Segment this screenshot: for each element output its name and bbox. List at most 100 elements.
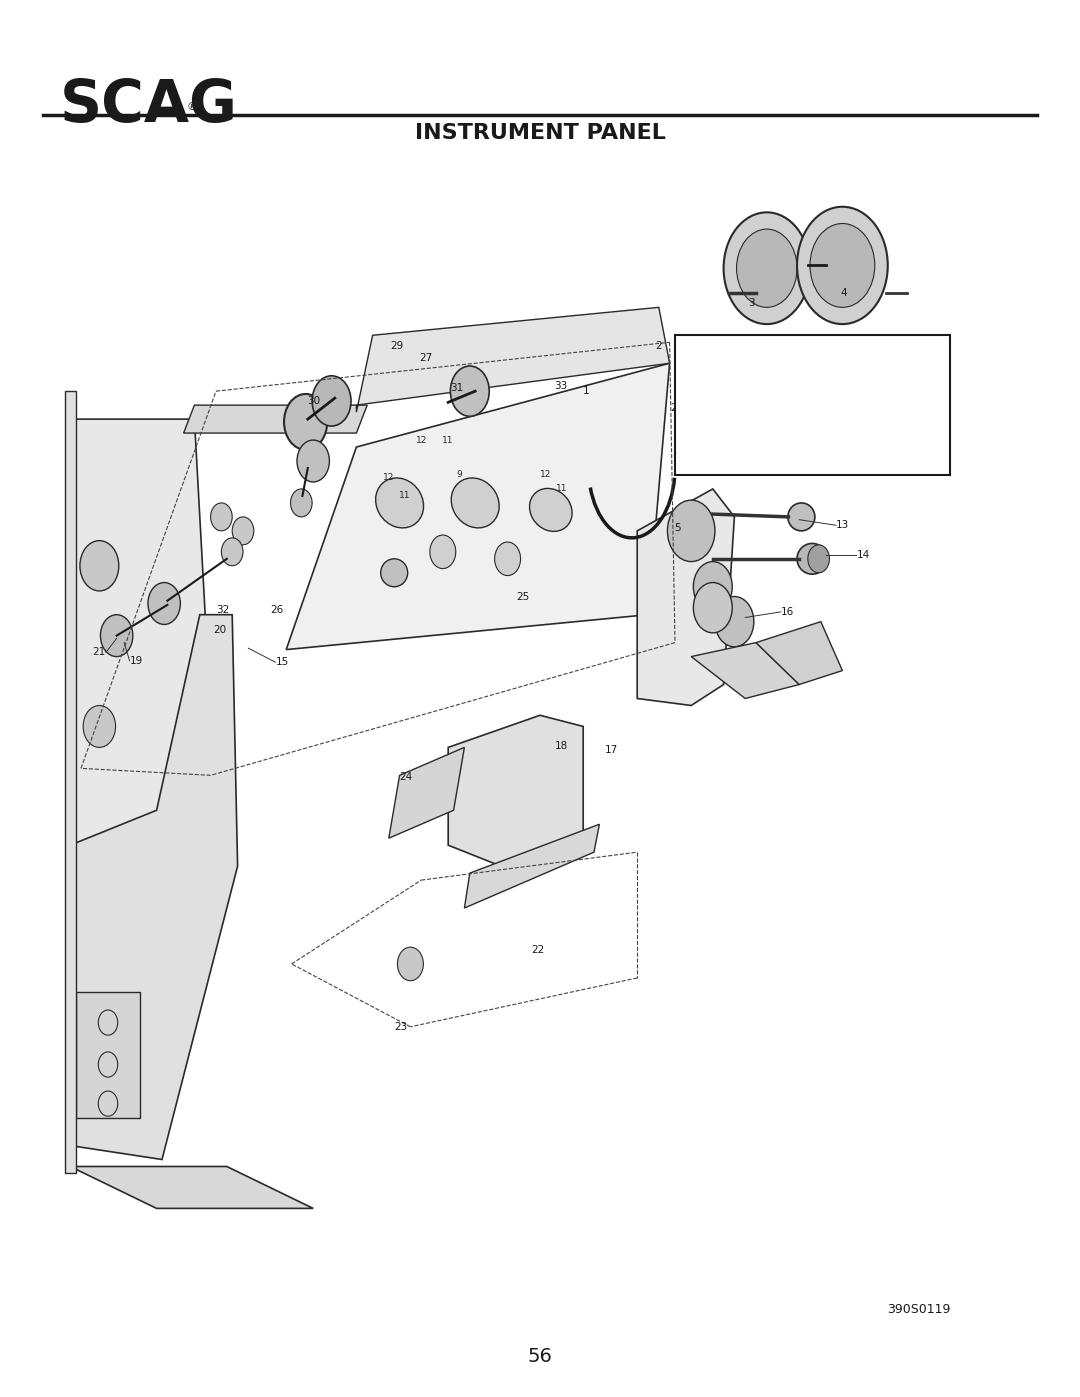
Circle shape xyxy=(737,229,797,307)
Circle shape xyxy=(810,224,875,307)
Text: 6: 6 xyxy=(775,372,782,383)
Text: 12: 12 xyxy=(416,436,427,444)
Text: ®: ® xyxy=(187,102,198,112)
Text: 33: 33 xyxy=(554,380,567,391)
Text: 3: 3 xyxy=(748,298,755,309)
Text: 18: 18 xyxy=(555,740,568,752)
Polygon shape xyxy=(756,622,842,685)
Text: 5: 5 xyxy=(674,522,680,534)
Circle shape xyxy=(291,489,312,517)
Polygon shape xyxy=(356,307,670,412)
Text: 4: 4 xyxy=(840,288,847,299)
Text: 15: 15 xyxy=(275,657,288,668)
Text: 390S0119: 390S0119 xyxy=(887,1303,950,1316)
Text: 12: 12 xyxy=(383,474,394,482)
Text: 17: 17 xyxy=(605,745,618,756)
Text: 31: 31 xyxy=(450,383,463,394)
Polygon shape xyxy=(691,643,799,698)
Text: 8: 8 xyxy=(891,369,897,380)
Text: 1: 1 xyxy=(583,386,590,397)
Text: 14: 14 xyxy=(856,549,869,560)
Text: 16: 16 xyxy=(781,606,794,617)
Circle shape xyxy=(284,394,327,450)
Polygon shape xyxy=(729,349,788,405)
Circle shape xyxy=(211,503,232,531)
Text: 12: 12 xyxy=(684,439,697,450)
Polygon shape xyxy=(70,615,238,1160)
Polygon shape xyxy=(713,398,767,426)
Text: 11: 11 xyxy=(443,436,454,444)
Polygon shape xyxy=(70,1166,313,1208)
Text: 27: 27 xyxy=(419,352,432,363)
Polygon shape xyxy=(448,715,583,873)
Circle shape xyxy=(297,440,329,482)
Polygon shape xyxy=(464,824,599,908)
Polygon shape xyxy=(389,747,464,838)
Polygon shape xyxy=(637,489,734,705)
Circle shape xyxy=(430,535,456,569)
Circle shape xyxy=(312,376,351,426)
Polygon shape xyxy=(70,419,211,866)
Ellipse shape xyxy=(529,489,572,531)
Text: 56: 56 xyxy=(527,1347,553,1366)
Text: 30: 30 xyxy=(308,395,321,407)
Circle shape xyxy=(715,597,754,647)
Text: 9: 9 xyxy=(456,471,462,479)
Circle shape xyxy=(667,500,715,562)
Circle shape xyxy=(854,393,874,418)
Text: 19: 19 xyxy=(130,655,143,666)
Text: 23: 23 xyxy=(394,1021,407,1032)
Text: 10: 10 xyxy=(894,418,907,429)
Text: SCAG: SCAG xyxy=(59,77,238,134)
Circle shape xyxy=(808,545,829,573)
Text: 7: 7 xyxy=(766,349,772,360)
Text: 11: 11 xyxy=(556,485,567,493)
Ellipse shape xyxy=(797,543,827,574)
Ellipse shape xyxy=(380,559,408,587)
Text: 12: 12 xyxy=(739,437,752,448)
Text: INSTRUMENT PANEL: INSTRUMENT PANEL xyxy=(415,123,665,142)
Text: 29: 29 xyxy=(390,341,403,352)
Text: 8: 8 xyxy=(889,380,895,391)
Text: 32: 32 xyxy=(216,605,229,616)
Circle shape xyxy=(100,615,133,657)
Polygon shape xyxy=(184,405,367,433)
Circle shape xyxy=(702,342,724,370)
Circle shape xyxy=(693,562,732,612)
Circle shape xyxy=(221,538,243,566)
Ellipse shape xyxy=(376,478,423,528)
Text: 21: 21 xyxy=(93,647,106,658)
Text: 26: 26 xyxy=(270,605,283,616)
Text: 9: 9 xyxy=(891,397,897,408)
Text: 6: 6 xyxy=(812,380,819,391)
Circle shape xyxy=(495,542,521,576)
Text: 12: 12 xyxy=(540,471,551,479)
Polygon shape xyxy=(65,391,76,1173)
Circle shape xyxy=(797,207,888,324)
Text: 22: 22 xyxy=(531,944,544,956)
Text: 11: 11 xyxy=(706,439,719,450)
Bar xyxy=(675,335,950,475)
Bar xyxy=(76,992,140,1118)
Text: 13: 13 xyxy=(836,520,849,531)
Circle shape xyxy=(397,947,423,981)
Text: 7: 7 xyxy=(772,365,779,376)
Circle shape xyxy=(148,583,180,624)
Circle shape xyxy=(450,366,489,416)
Text: 11: 11 xyxy=(400,492,410,500)
Circle shape xyxy=(724,212,810,324)
Text: 25: 25 xyxy=(516,591,529,602)
Circle shape xyxy=(83,705,116,747)
Text: 20: 20 xyxy=(213,624,226,636)
Circle shape xyxy=(710,436,727,458)
Circle shape xyxy=(693,583,732,633)
Text: 9: 9 xyxy=(891,414,897,425)
Circle shape xyxy=(80,541,119,591)
Ellipse shape xyxy=(451,478,499,528)
Ellipse shape xyxy=(788,503,815,531)
Circle shape xyxy=(232,517,254,545)
Circle shape xyxy=(877,363,899,391)
Text: 10: 10 xyxy=(891,416,903,427)
Text: 11: 11 xyxy=(750,437,762,448)
Polygon shape xyxy=(286,363,670,650)
